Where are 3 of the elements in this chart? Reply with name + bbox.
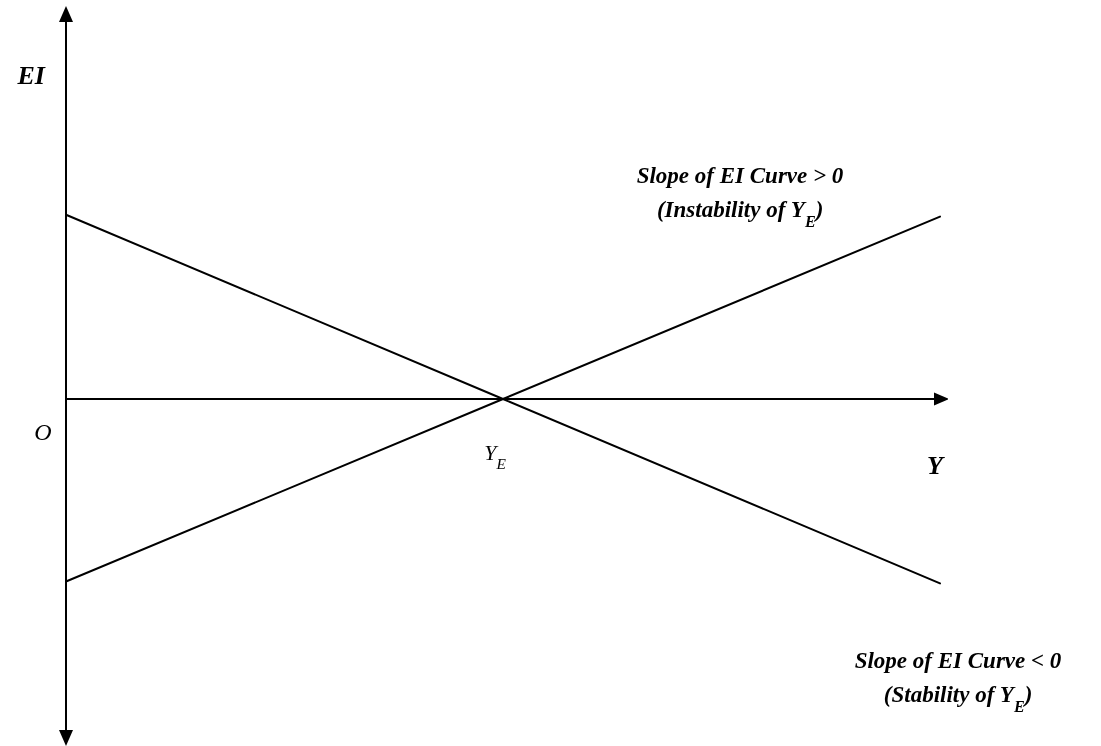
- text: O: [34, 419, 52, 445]
- x-axis-title: Y: [927, 450, 946, 480]
- y-axis-title: EI: [16, 60, 46, 90]
